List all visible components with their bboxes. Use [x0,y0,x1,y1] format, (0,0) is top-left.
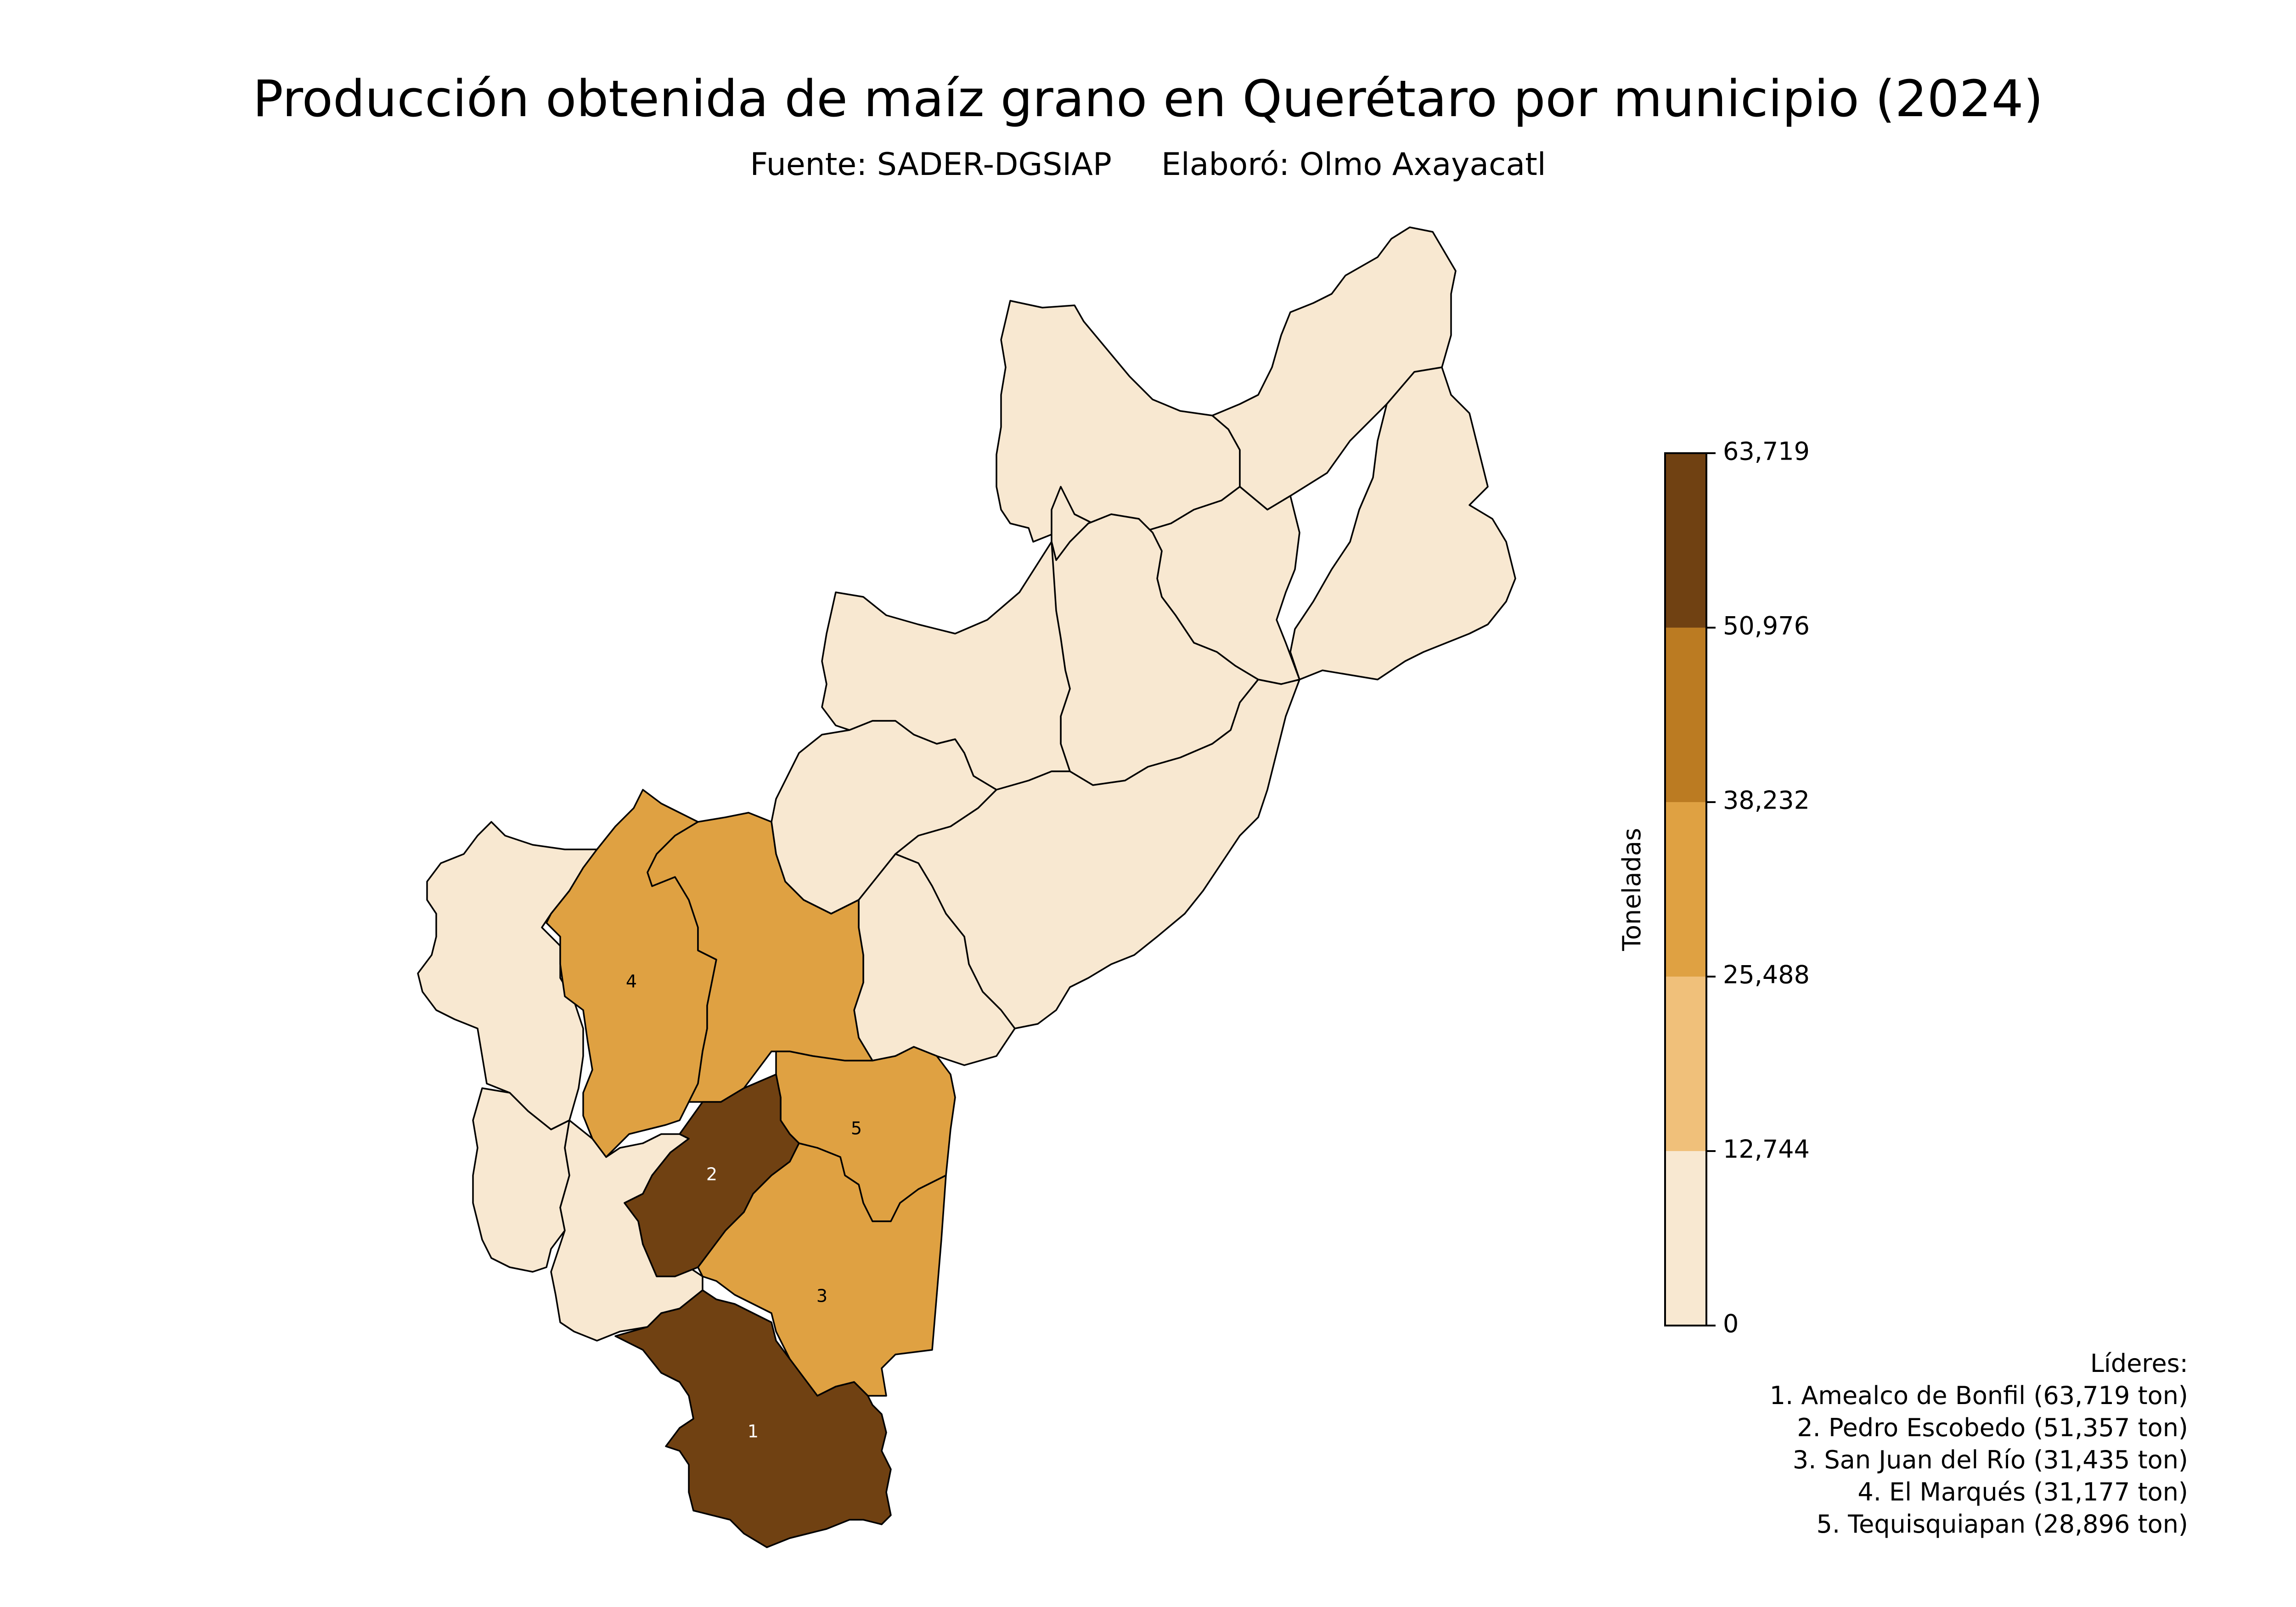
region-label-4: 4 [626,972,637,992]
municipality-rank-labels: 1 2 3 4 5 [626,972,862,1442]
colorbar-band-2 [1665,976,1706,1151]
municipality-north-3[interactable] [1289,366,1516,680]
leader-item-3: 3. San Juan del Río (31,435 ton) [1792,1445,2188,1474]
colorbar-ticks: 0 12,744 25,488 38,232 50,976 63,719 [1706,437,1810,1338]
region-label-3: 3 [816,1286,827,1306]
leader-item-5: 5. Tequisquiapan (28,896 ton) [1816,1510,2188,1539]
colorbar-tick-label: 0 [1723,1309,1739,1338]
leader-item-2: 2. Pedro Escobedo (51,357 ton) [1797,1413,2188,1442]
municipality-amealco-de-bonfil[interactable] [614,1289,892,1548]
colorbar-tick-label: 12,744 [1723,1135,1810,1164]
colorbar-band-3 [1665,802,1706,977]
leaders-legend: Líderes: 1. Amealco de Bonfil (63,719 to… [1770,1348,2188,1540]
colorbar-frame [1664,452,1707,1326]
colorbar-label: Toneladas [1617,828,1646,951]
colorbar-tick-label: 38,232 [1723,786,1810,815]
region-label-2: 2 [706,1164,717,1185]
colorbar-tick-label: 63,719 [1723,437,1810,466]
colorbar-band-5 [1665,453,1706,628]
leaders-title: Líderes: [2090,1349,2188,1378]
municipality-center-2[interactable] [895,679,1300,1029]
region-label-1: 1 [748,1422,759,1442]
municipality-north-2[interactable] [1211,226,1457,511]
colorbar: 0 12,744 25,488 38,232 50,976 63,719 Tonelada… [1617,437,1810,1338]
municipality-corregidora[interactable] [472,1087,570,1273]
colorbar-bands [1665,453,1706,1326]
colorbar-band-4 [1665,627,1706,802]
colorbar-tick-label: 50,976 [1723,612,1810,641]
municipality-map [417,226,1516,1548]
region-label-5: 5 [851,1118,862,1139]
municipality-queretaro[interactable] [647,812,873,1103]
map-title: Producción obtenida de maíz grano en Que… [253,69,2043,128]
map-subtitle: Fuente: SADER-DGSIAP Elaboró: Olmo Axaya… [750,146,1546,183]
municipality-north-1[interactable] [996,300,1241,543]
colorbar-band-1 [1665,1151,1706,1326]
leader-item-4: 4. El Marqués (31,177 ton) [1857,1478,2188,1506]
leader-item-1: 1. Amealco de Bonfil (63,719 ton) [1769,1381,2188,1410]
colorbar-tick-label: 25,488 [1723,961,1810,989]
